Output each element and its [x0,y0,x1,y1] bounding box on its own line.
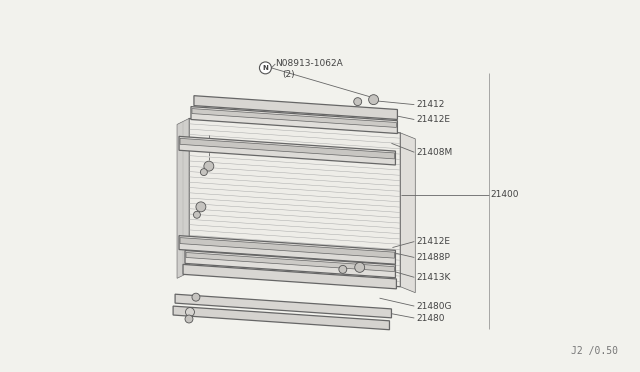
Polygon shape [175,294,392,318]
Circle shape [354,98,362,106]
Circle shape [196,202,206,212]
Polygon shape [179,137,396,165]
Text: 21400: 21400 [491,190,519,199]
Text: 21480G: 21480G [416,302,452,311]
Circle shape [204,161,214,171]
Text: (2): (2) [282,70,295,79]
Circle shape [259,62,271,74]
Polygon shape [177,119,189,278]
Polygon shape [401,133,415,293]
Polygon shape [180,138,394,159]
Text: N: N [262,65,268,71]
Circle shape [193,211,200,218]
Text: 21480: 21480 [416,314,445,323]
Text: 21408M: 21408M [416,148,452,157]
Polygon shape [191,107,397,134]
Text: J2 /0.50: J2 /0.50 [571,346,618,356]
Polygon shape [179,235,396,264]
Circle shape [200,169,207,176]
Polygon shape [189,119,401,287]
Circle shape [355,262,365,272]
Circle shape [185,315,193,323]
Text: 21412E: 21412E [416,115,451,124]
Text: 21488P: 21488P [416,253,450,262]
Polygon shape [180,238,394,258]
Polygon shape [185,250,396,278]
Polygon shape [192,109,396,128]
Text: 21412E: 21412E [416,237,451,246]
Polygon shape [173,306,390,330]
Circle shape [369,95,378,105]
Polygon shape [183,264,396,289]
Text: 21413K: 21413K [416,273,451,282]
Circle shape [339,265,347,273]
Polygon shape [186,253,394,272]
Circle shape [192,293,200,301]
Text: N08913-1062A: N08913-1062A [275,60,343,68]
Text: 21412: 21412 [416,100,445,109]
Polygon shape [194,96,397,119]
